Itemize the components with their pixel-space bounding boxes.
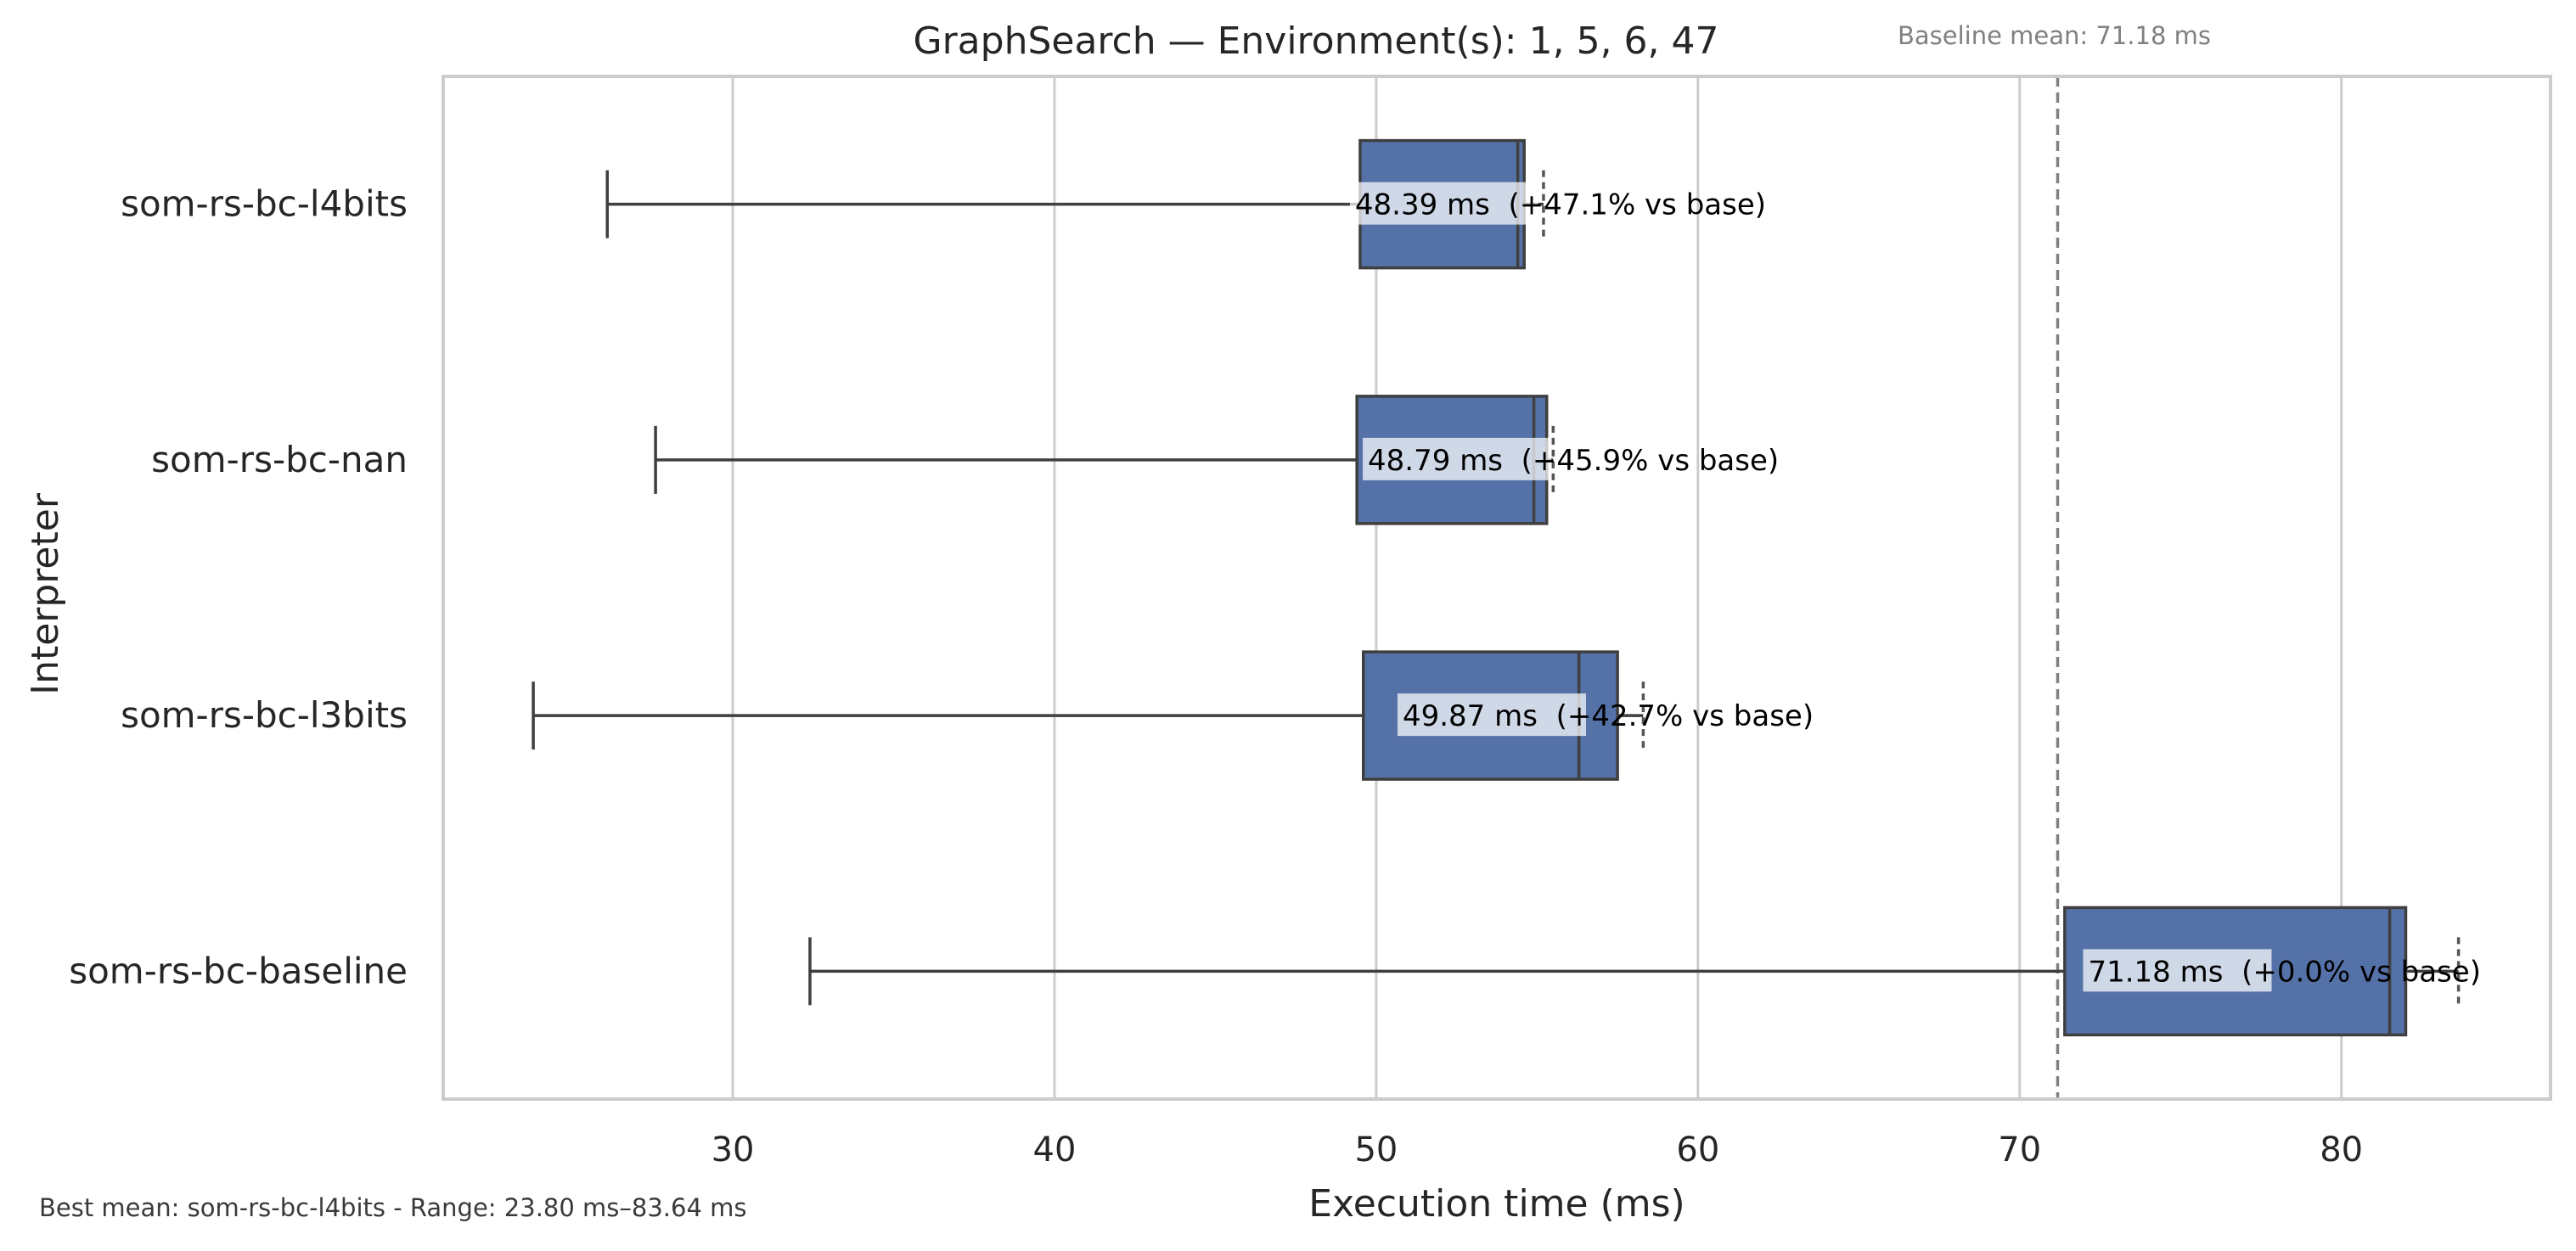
footer-summary: Best mean: som-rs-bc-l4bits - Range: 23.… <box>39 1193 747 1222</box>
y-category-labels: som-rs-bc-l4bits som-rs-bc-nan som-rs-bc-l… <box>69 183 408 992</box>
x-tick-label: 80 <box>2320 1130 2363 1170</box>
x-tick-label: 70 <box>1998 1130 2041 1170</box>
mean-value-label: 71.18 ms (+0.0% vs base) <box>2088 955 2481 989</box>
value-labels: 48.39 ms (+47.1% vs base) 48.79 ms (+45.9… <box>1349 182 2481 992</box>
y-category-label: som-rs-bc-l3bits <box>121 694 408 736</box>
y-category-label: som-rs-bc-nan <box>151 439 408 480</box>
y-category-label: som-rs-bc-l4bits <box>121 183 408 225</box>
mean-value-label: 48.79 ms (+45.9% vs base) <box>1368 444 1779 478</box>
mean-label-background <box>1349 182 1538 225</box>
mean-label-background <box>1397 693 1586 737</box>
x-axis-label: Execution time (ms) <box>1308 1182 1685 1226</box>
plot-frame <box>442 75 2552 1101</box>
x-tick-label: 30 <box>711 1130 755 1170</box>
mean-value-label: 48.39 ms (+47.1% vs base) <box>1355 188 1766 222</box>
x-tick-label: 60 <box>1676 1130 1719 1170</box>
x-tick-labels: 30 40 50 60 70 80 <box>711 1130 2364 1170</box>
chart-title: GraphSearch — Environment(s): 1, 5, 6, 4… <box>913 20 1718 63</box>
y-axis-label: Interpreter <box>24 492 67 695</box>
y-category-label: som-rs-bc-baseline <box>69 950 408 991</box>
x-tick-label: 40 <box>1033 1130 1077 1170</box>
mean-label-background <box>1363 437 1552 480</box>
boxes <box>532 138 2461 1037</box>
mean-value-label: 49.87 ms (+42.7% vs base) <box>1403 699 1814 733</box>
mean-label-background <box>2083 949 2272 992</box>
x-tick-label: 50 <box>1354 1130 1398 1170</box>
baseline-label: Baseline mean: 71.18 ms <box>1898 21 2211 50</box>
